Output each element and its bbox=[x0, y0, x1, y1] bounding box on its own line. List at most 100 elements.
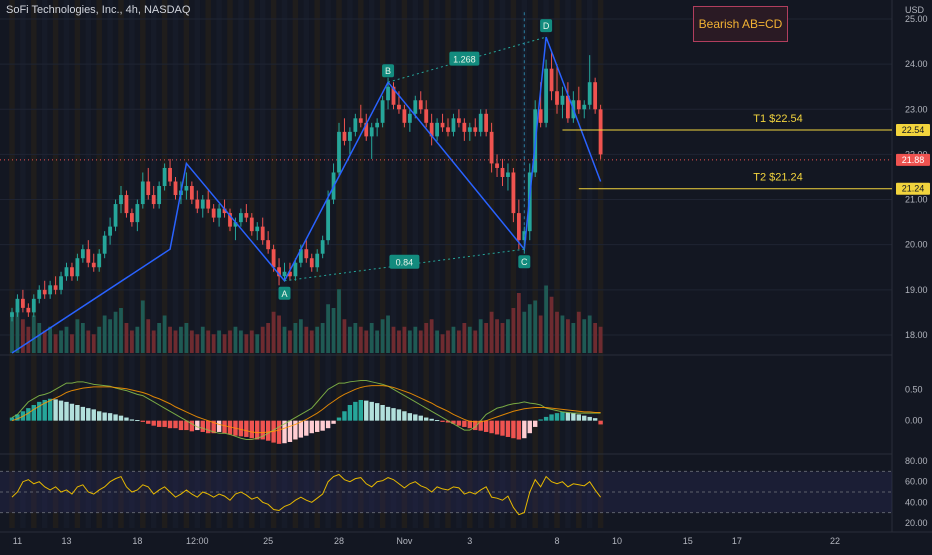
pivot-label: A bbox=[281, 289, 287, 299]
macd-hist-bar bbox=[15, 414, 20, 421]
candle-body bbox=[102, 235, 107, 254]
volume-bar bbox=[593, 323, 598, 353]
volume-bar bbox=[429, 319, 434, 353]
macd-tick: 0.50 bbox=[905, 384, 923, 394]
candle-body bbox=[26, 307, 31, 313]
candle-body bbox=[168, 167, 172, 182]
candle-body bbox=[500, 167, 505, 177]
price-axis: USD25.0024.0023.0022.0021.0020.0019.0018… bbox=[896, 5, 930, 528]
session-stripe bbox=[325, 0, 331, 528]
volume-bar bbox=[555, 311, 559, 353]
macd-hist-bar bbox=[440, 420, 445, 422]
candle-body bbox=[119, 195, 123, 205]
candle-body bbox=[277, 267, 281, 277]
volume-bar bbox=[337, 289, 341, 353]
macd-hist-bar bbox=[102, 412, 107, 421]
candle-body bbox=[282, 271, 287, 277]
macd-hist-bar bbox=[129, 419, 135, 421]
rsi-line bbox=[11, 473, 601, 516]
candle-body bbox=[386, 86, 390, 101]
volume-bar bbox=[516, 293, 521, 353]
candle-body bbox=[380, 100, 385, 123]
macd-hist-bar bbox=[42, 399, 47, 421]
candle-body bbox=[304, 249, 309, 259]
candle-body bbox=[108, 226, 112, 236]
candle-body bbox=[462, 122, 467, 132]
macd-hist-bar bbox=[249, 420, 254, 439]
macd-hist-bar bbox=[64, 401, 69, 421]
candle-body bbox=[298, 249, 303, 263]
macd-hist-bar bbox=[582, 415, 587, 421]
candle-body bbox=[124, 195, 129, 214]
candle-body bbox=[113, 204, 118, 227]
candle-body bbox=[473, 127, 478, 132]
chart-title: SoFi Technologies, Inc., 4h, NASDAQ bbox=[6, 4, 191, 16]
macd-hist-bar bbox=[47, 398, 53, 421]
volume-bar bbox=[200, 326, 205, 353]
price-tick: 23.00 bbox=[905, 104, 928, 114]
session-stripe bbox=[597, 0, 604, 528]
pattern-badge: Bearish AB=CD bbox=[693, 6, 788, 42]
macd-hist-bar bbox=[304, 420, 309, 436]
target-label: T2 $21.24 bbox=[753, 172, 803, 184]
session-stripe bbox=[456, 0, 462, 528]
volume-bar bbox=[506, 319, 510, 353]
volume-bar bbox=[511, 308, 516, 353]
candle-body bbox=[587, 82, 592, 105]
macd-hist-bar bbox=[331, 420, 336, 424]
candle-body bbox=[446, 127, 450, 132]
candle-body bbox=[86, 249, 91, 263]
macd-hist-bar bbox=[118, 415, 124, 421]
volume-bar bbox=[15, 308, 20, 353]
macd-hist-bar bbox=[146, 420, 151, 424]
session-stripe bbox=[445, 0, 451, 528]
macd-hist-bar bbox=[320, 420, 325, 431]
time-tick: 25 bbox=[263, 536, 273, 546]
volume-bar bbox=[80, 323, 85, 353]
candle-body bbox=[217, 208, 221, 218]
volume-bar bbox=[598, 326, 603, 353]
candle-body bbox=[64, 267, 69, 277]
session-stripe bbox=[434, 0, 440, 528]
volume-bar bbox=[380, 319, 385, 353]
volume-bar bbox=[566, 319, 570, 353]
macd-hist-bar bbox=[31, 405, 36, 421]
candle-body bbox=[48, 285, 53, 295]
price-tick: 20.00 bbox=[905, 240, 928, 250]
macd-hist-bar bbox=[195, 420, 200, 431]
session-stripe bbox=[205, 0, 211, 528]
session-stripe bbox=[238, 0, 244, 528]
price-tick: 21.00 bbox=[905, 195, 928, 205]
candle-body bbox=[206, 199, 211, 209]
candle-body bbox=[260, 226, 265, 241]
pivot-label: D bbox=[543, 21, 550, 31]
macd-hist-bar bbox=[26, 408, 31, 421]
candle-body bbox=[97, 253, 102, 268]
volume-bar bbox=[309, 330, 314, 353]
candle-body bbox=[397, 104, 401, 110]
volume-bar bbox=[266, 323, 271, 353]
macd-hist-bar bbox=[162, 420, 167, 427]
candle-body bbox=[140, 181, 145, 205]
target-axis-label: 22.54 bbox=[902, 125, 925, 135]
volume-bar bbox=[446, 330, 450, 353]
volume-bar bbox=[495, 319, 499, 353]
session-stripe bbox=[358, 0, 364, 528]
volume-bar bbox=[195, 334, 200, 353]
macd-hist-bar bbox=[282, 420, 287, 444]
volume-bar bbox=[48, 326, 53, 353]
target-label: T1 $22.54 bbox=[753, 113, 803, 125]
candle-body bbox=[353, 118, 358, 132]
ratio-label: 1.268 bbox=[453, 55, 476, 65]
volume-bar bbox=[255, 334, 260, 353]
time-tick: 3 bbox=[467, 536, 472, 546]
candle-body bbox=[342, 131, 347, 141]
candle-body bbox=[244, 213, 249, 218]
macd-hist-bar bbox=[374, 403, 380, 421]
session-stripe bbox=[150, 0, 157, 528]
candle-body bbox=[457, 118, 461, 123]
candle-body bbox=[70, 267, 74, 277]
macd-hist-bar bbox=[467, 420, 472, 429]
volume-bar bbox=[113, 311, 118, 353]
